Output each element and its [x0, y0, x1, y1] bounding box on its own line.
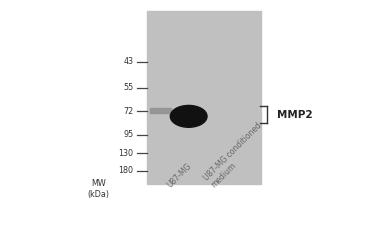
Text: U87-MG: U87-MG [165, 162, 193, 189]
Text: 130: 130 [118, 149, 133, 158]
Text: MW
(kDa): MW (kDa) [88, 180, 110, 199]
Bar [151, 108, 171, 113]
Text: 43: 43 [123, 58, 133, 66]
Text: 180: 180 [118, 166, 133, 175]
Text: MMP2: MMP2 [276, 110, 312, 120]
Text: 95: 95 [123, 130, 133, 140]
Text: U87-MG conditioned
medium: U87-MG conditioned medium [202, 120, 271, 189]
Bar [147, 11, 261, 184]
Text: 55: 55 [123, 84, 133, 92]
Text: 72: 72 [123, 107, 133, 116]
Ellipse shape [170, 106, 207, 127]
